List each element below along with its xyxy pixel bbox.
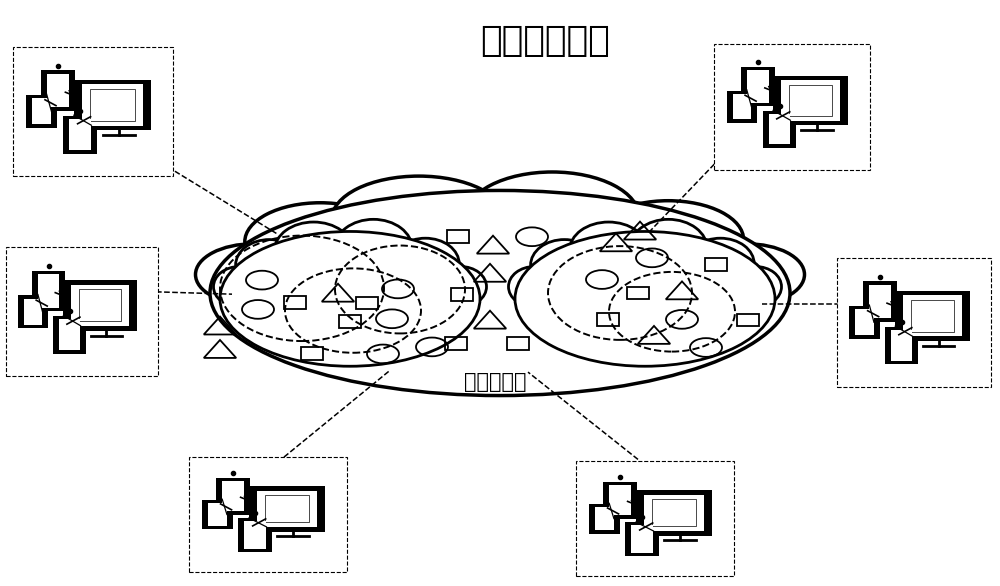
Bar [13, 47, 173, 176]
Bar [26, 95, 57, 128]
Bar [451, 288, 473, 301]
Bar [589, 504, 620, 533]
Bar [24, 299, 42, 325]
Ellipse shape [515, 231, 775, 366]
Bar [576, 462, 734, 575]
Bar [208, 503, 227, 526]
Ellipse shape [688, 244, 804, 305]
Bar [763, 111, 796, 148]
Bar [625, 522, 659, 557]
Bar [603, 482, 637, 519]
Bar [189, 457, 347, 572]
Ellipse shape [236, 240, 303, 291]
Bar [74, 80, 151, 130]
Bar [636, 490, 712, 536]
Ellipse shape [531, 240, 598, 291]
Bar [849, 306, 880, 339]
Bar [733, 94, 751, 120]
Bar [885, 326, 918, 364]
Bar [705, 258, 727, 271]
Bar [71, 285, 129, 326]
Bar [609, 485, 631, 515]
Bar [741, 67, 775, 107]
Bar [6, 247, 158, 376]
Bar [69, 119, 91, 150]
Bar [53, 316, 86, 354]
Bar [769, 114, 790, 145]
Bar [781, 80, 840, 121]
Ellipse shape [730, 267, 782, 307]
Bar [257, 490, 317, 527]
Bar [789, 85, 832, 116]
Ellipse shape [334, 219, 412, 279]
Ellipse shape [220, 231, 480, 366]
Bar [18, 295, 48, 328]
Ellipse shape [245, 203, 396, 281]
Bar [507, 337, 529, 350]
Bar [41, 70, 75, 111]
Bar [82, 84, 143, 125]
Bar [32, 98, 51, 124]
Bar [631, 526, 653, 553]
Bar [284, 296, 306, 309]
Text: 设备云架构图: 设备云架构图 [480, 24, 610, 58]
Bar [222, 481, 244, 511]
Bar [339, 315, 361, 328]
Bar [38, 274, 59, 308]
Bar [447, 230, 469, 243]
Bar [356, 297, 378, 309]
Bar [63, 280, 137, 331]
Bar [727, 90, 757, 123]
Bar [216, 478, 250, 515]
Ellipse shape [196, 244, 312, 305]
Bar [895, 291, 970, 341]
Ellipse shape [434, 267, 486, 307]
Ellipse shape [210, 190, 790, 396]
Ellipse shape [570, 222, 648, 279]
Bar [265, 495, 309, 522]
Bar [644, 495, 704, 531]
Bar [837, 258, 991, 387]
Bar [59, 319, 80, 350]
Bar [773, 76, 848, 125]
Ellipse shape [275, 222, 353, 279]
Bar [90, 89, 135, 121]
Ellipse shape [593, 200, 744, 279]
Text: 虚拟工作组: 虚拟工作组 [464, 372, 526, 392]
Ellipse shape [214, 267, 266, 307]
Bar [597, 313, 619, 326]
Bar [737, 314, 759, 326]
Bar [714, 44, 870, 170]
Bar [747, 70, 769, 103]
Bar [855, 309, 874, 335]
Ellipse shape [392, 238, 459, 289]
Bar [238, 518, 272, 552]
Ellipse shape [465, 172, 639, 263]
Bar [32, 271, 65, 311]
Ellipse shape [332, 176, 506, 263]
Bar [903, 295, 962, 336]
Ellipse shape [687, 238, 754, 289]
Bar [244, 522, 266, 548]
Bar [891, 330, 912, 361]
Bar [301, 347, 323, 360]
Ellipse shape [509, 267, 560, 307]
Ellipse shape [629, 219, 707, 279]
Bar [869, 285, 891, 318]
Bar [202, 499, 233, 530]
Bar [47, 74, 69, 107]
Bar [863, 281, 897, 322]
Bar [249, 486, 325, 532]
Bar [911, 300, 954, 332]
Bar [63, 115, 97, 154]
Bar [652, 499, 696, 526]
Bar [627, 287, 649, 299]
Bar [595, 507, 614, 530]
Bar [445, 337, 467, 350]
Bar [79, 289, 121, 321]
